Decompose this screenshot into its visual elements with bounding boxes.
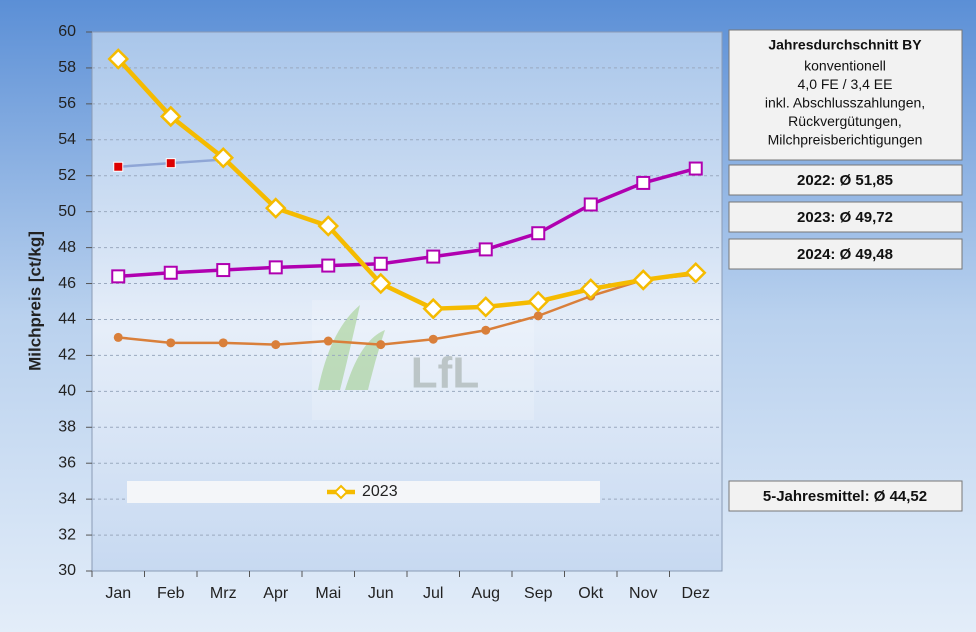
y-tick-label: 44 [58,311,76,328]
y-tick-label: 54 [58,131,76,148]
point [531,226,546,241]
point [113,161,124,172]
y-tick-label: 30 [58,562,76,579]
y-tick-label: 38 [58,418,76,435]
y-tick-label: 58 [58,59,76,76]
point [321,258,336,273]
point [107,48,130,70]
point [688,161,703,176]
info-line: Milchpreisberichtigungen [768,132,923,148]
point [264,197,287,219]
watermark-logo [312,300,534,420]
average-box [728,201,963,233]
y-tick-label: 52 [58,167,76,184]
point [684,261,707,284]
legend-box [127,481,600,503]
legend-marker [333,484,349,500]
x-tick-label: Aug [472,585,500,602]
point [583,197,598,212]
info-box [728,29,963,161]
y-tick-label: 60 [58,23,76,40]
y-tick-label: 56 [58,95,76,112]
x-tick-label: Nov [629,585,657,602]
point [166,338,176,348]
y-tick-label: 40 [58,383,76,400]
y-tick-label: 48 [58,239,76,256]
average-box [728,164,963,196]
point [271,340,281,350]
y-tick-label: 36 [58,454,76,471]
point [317,215,340,237]
y-tick-label: 46 [58,275,76,292]
average-label: 2022: Ø 51,85 [797,172,893,189]
five-year-label: 5-Jahresmittel: Ø 44,52 [763,488,927,505]
point [428,334,438,344]
point [323,336,333,346]
point [369,272,392,295]
y-tick-label: 32 [58,526,76,543]
point [163,265,178,280]
y-tick-label: 42 [58,347,76,364]
point [218,338,228,348]
point [111,269,126,284]
series-line [118,273,696,346]
point [632,269,655,291]
point [579,278,602,300]
point [422,297,445,320]
average-label: 2024: Ø 49,48 [797,246,893,263]
x-tick-label: Dez [682,585,710,602]
side-panel: Jahresdurchschnitt BY konventionell 4,0 F… [728,29,963,512]
y-tick-label: 34 [58,490,76,507]
point [426,249,441,264]
point [373,256,388,271]
average-box [728,238,963,270]
watermark: LfL [411,349,479,398]
point [376,340,386,350]
info-line: Rückvergütungen, [788,113,902,129]
point [216,263,231,278]
average-label: 2023: Ø 49,72 [797,209,893,226]
point [268,260,283,275]
x-tick-label: Jan [105,585,131,602]
series [111,161,703,284]
info-title: Jahresdurchschnitt BY [768,37,922,53]
point [165,158,176,169]
x-tick-label: Jun [368,585,394,602]
five-year-box [728,480,963,512]
x-tick-label: Feb [157,585,185,602]
point [636,175,651,190]
point [113,332,123,342]
info-line: konventionell [804,58,886,74]
point [159,105,182,128]
point [481,325,491,335]
point [212,146,235,169]
legend-label: 2023 [362,483,398,500]
info-line: inkl. Abschlusszahlungen, [765,95,925,111]
x-tick-label: Apr [263,585,289,602]
x-tick-label: Mrz [210,585,237,602]
x-tick-label: Mai [315,585,341,602]
y-tick-label: 50 [58,203,76,220]
point [478,242,493,257]
point [533,311,543,321]
point [474,296,497,318]
series [107,48,707,320]
x-tick-label: Sep [524,585,553,602]
x-tick-label: Jul [423,585,443,602]
x-tick-label: Okt [578,585,603,602]
info-line: 4,0 FE / 3,4 EE [798,76,893,92]
point [527,290,550,313]
y-axis-label: Milchpreis [ct/kg] [25,231,44,371]
series-line [118,166,697,279]
